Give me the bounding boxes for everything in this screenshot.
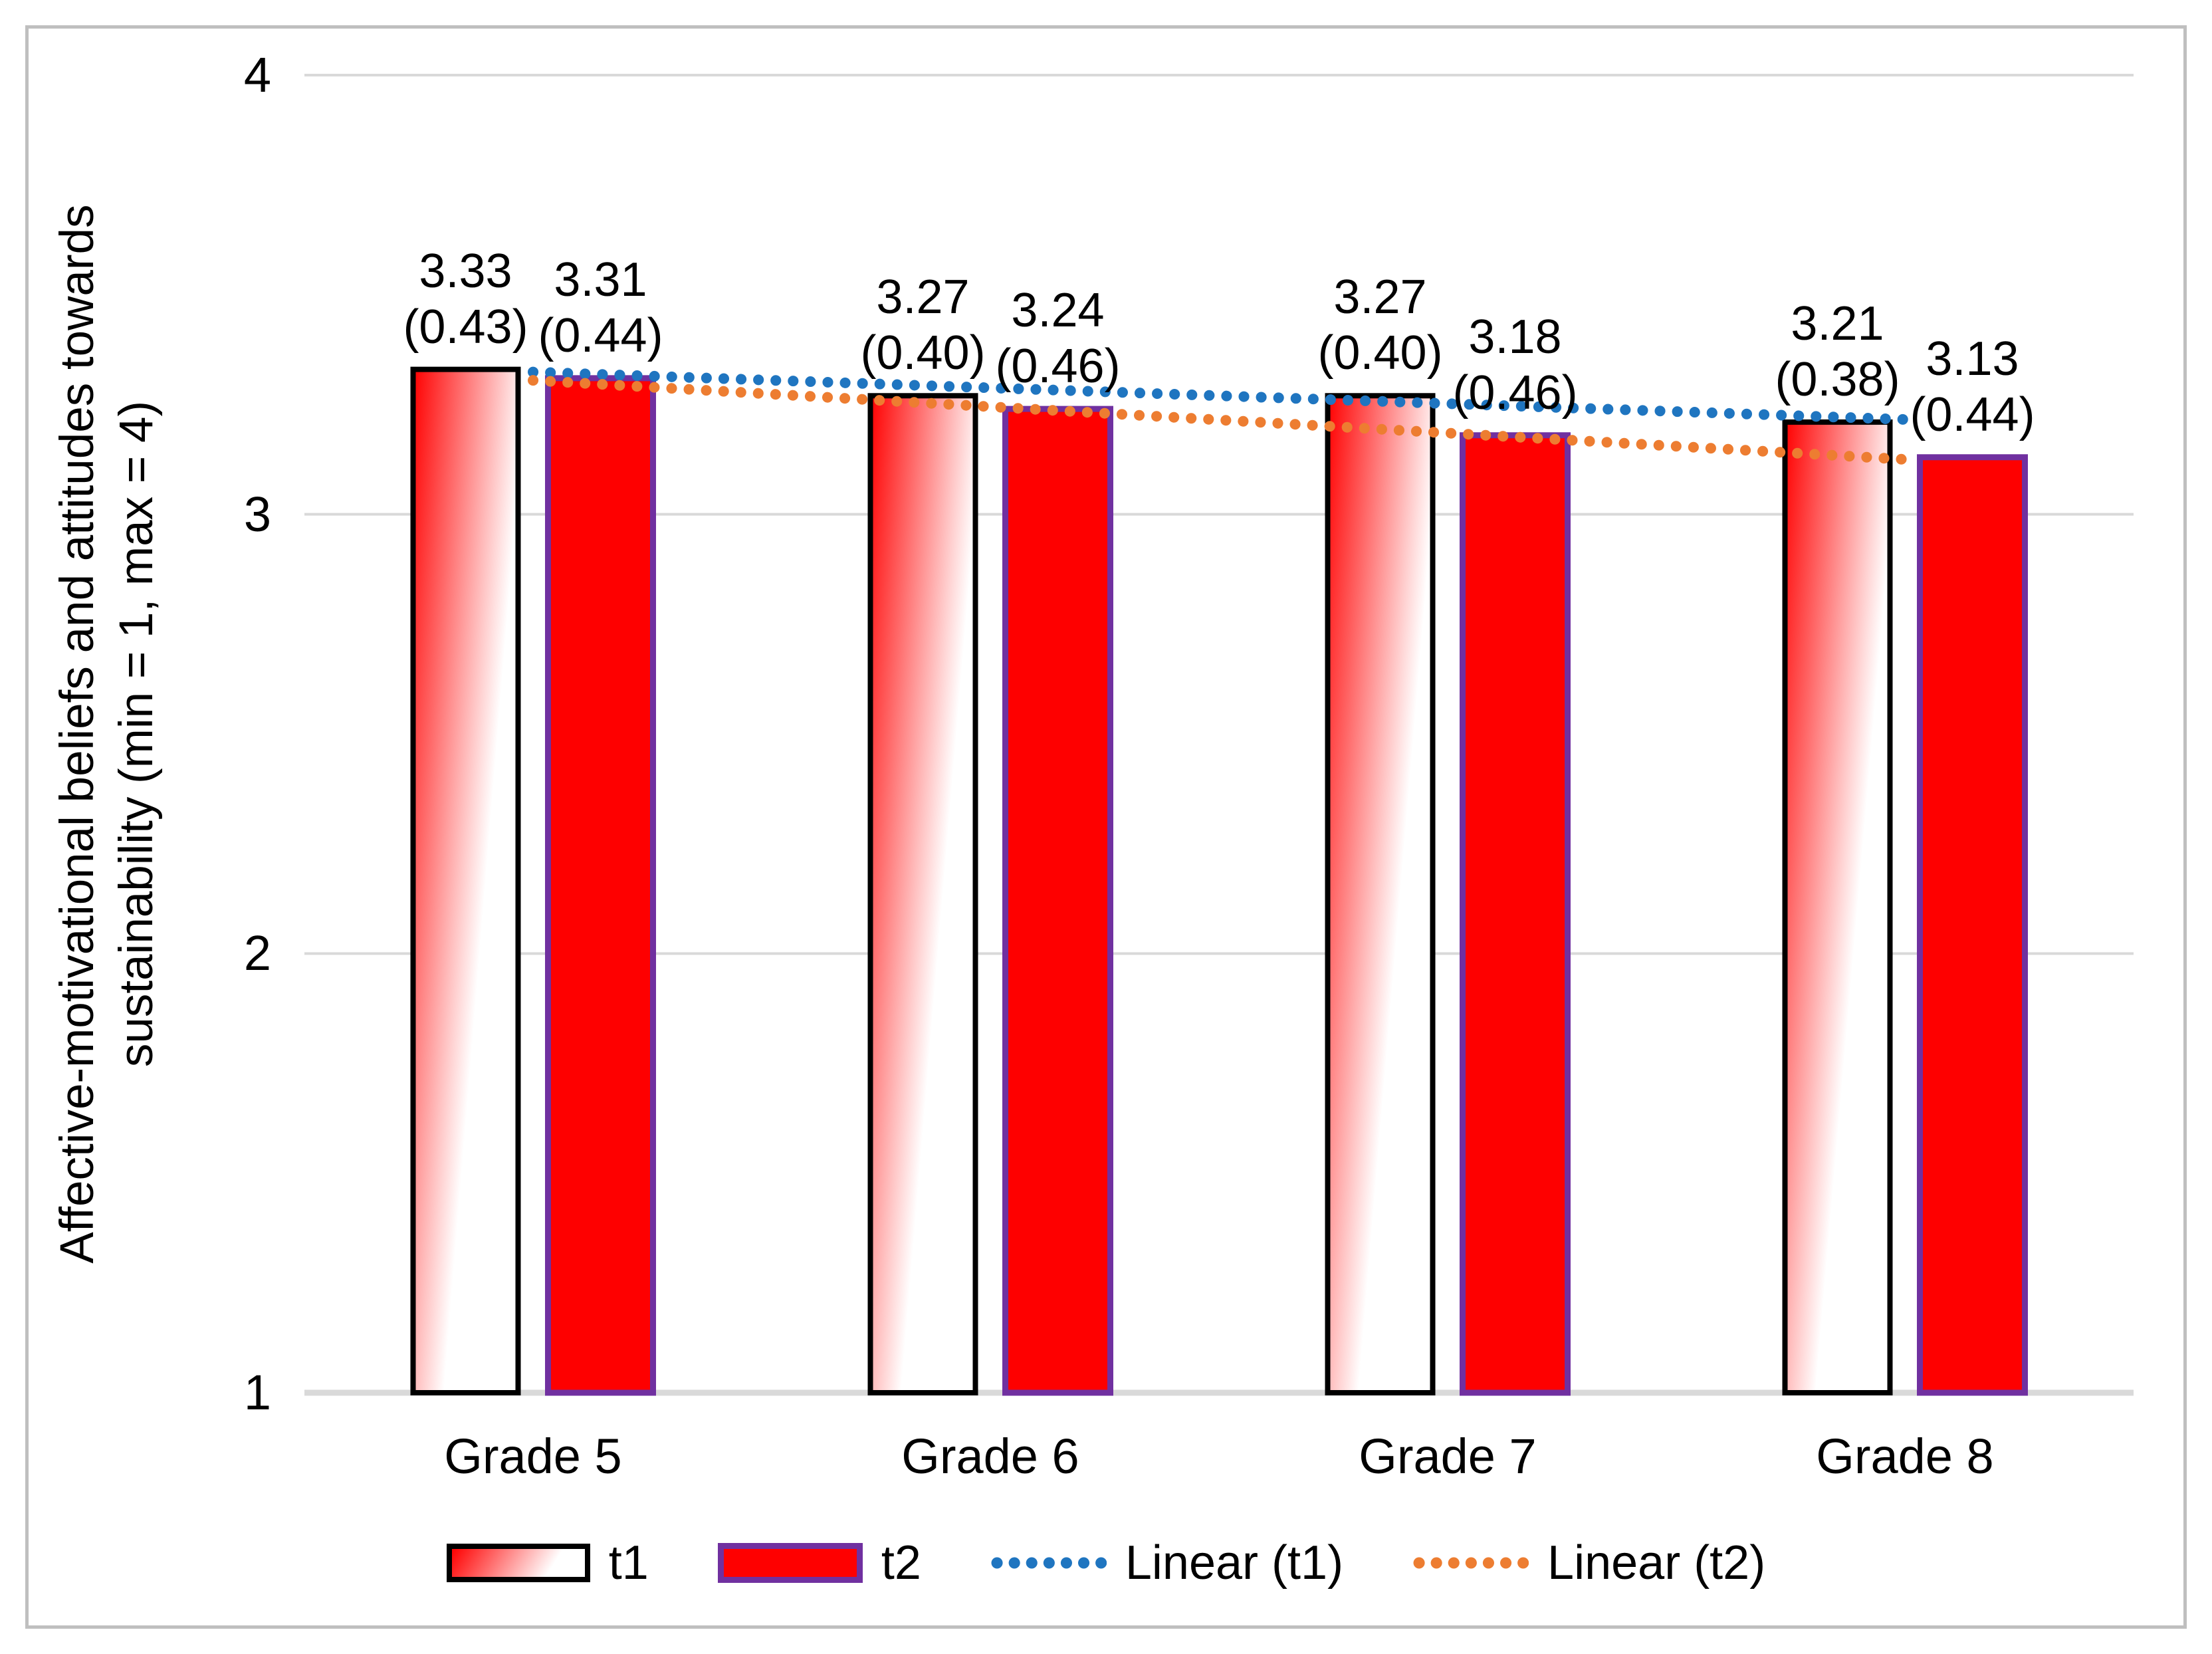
bar-label-mean: 3.31 (554, 253, 647, 306)
bar-label-mean: 3.13 (1926, 332, 2019, 386)
bar-label-mean: 3.21 (1791, 296, 1884, 350)
x-label-grade-6: Grade 6 (901, 1429, 1079, 1484)
trendline-t2 (528, 375, 1910, 465)
bar-label-t2-grade-7: 3.18 (0.46) (1416, 309, 1615, 421)
bar-label-sd: (0.46) (1452, 366, 1578, 419)
legend-swatch-t2 (717, 1543, 863, 1583)
legend-label-t1: t1 (608, 1536, 649, 1590)
bar-label-t1-grade-7: 3.27 (0.40) (1281, 269, 1480, 381)
bar-label-mean: 3.24 (1011, 284, 1105, 338)
legend-item-t2: t2 (717, 1536, 921, 1590)
bar-t1-grade-7 (1325, 393, 1436, 1396)
trendline-t1 (528, 366, 1910, 425)
bar-label-sd: (0.38) (1775, 352, 1900, 406)
bar-label-t2-grade-8: 3.13 (0.44) (1873, 331, 2072, 443)
bar-t1-grade-8 (1782, 419, 1893, 1396)
bar-t1-grade-5 (410, 366, 521, 1396)
bar-label-t1-grade-5: 3.33 (0.43) (366, 243, 566, 355)
x-label-grade-7: Grade 7 (1359, 1429, 1537, 1484)
legend-label-linear-t2: Linear (t2) (1547, 1536, 1766, 1590)
legend-item-linear-t1: Linear (t1) (990, 1536, 1343, 1590)
bar-label-t1-grade-8: 3.21 (0.38) (1738, 296, 1937, 408)
legend-item-linear-t2: Linear (t2) (1412, 1536, 1765, 1590)
legend-item-t1: t1 (446, 1536, 649, 1590)
bar-t1-grade-6 (867, 393, 978, 1396)
bar-label-sd: (0.40) (860, 326, 986, 380)
y-axis-title-line2: sustainability (min = 1, max = 4) (110, 400, 163, 1068)
y-tick-3: 3 (243, 486, 271, 542)
legend-swatch-t1 (446, 1544, 590, 1582)
bar-label-t1-grade-6: 3.27 (0.40) (824, 269, 1023, 381)
legend-label-linear-t1: Linear (t1) (1125, 1536, 1344, 1590)
x-label-grade-5: Grade 5 (444, 1429, 622, 1484)
bar-label-sd: (0.43) (403, 300, 528, 354)
x-label-grade-8: Grade 8 (1816, 1429, 1994, 1484)
bar-t2-grade-7 (1460, 432, 1571, 1396)
bar-label-sd: (0.46) (995, 340, 1121, 394)
y-tick-2: 2 (243, 925, 271, 981)
y-axis-title: Affective-motivational beliefs and attit… (48, 0, 167, 1498)
bar-t2-grade-5 (545, 375, 656, 1396)
bar-label-sd: (0.44) (1910, 388, 2035, 441)
bar-label-mean: 3.27 (1333, 271, 1427, 324)
bar-label-mean: 3.33 (419, 244, 512, 298)
bar-t2-grade-8 (1917, 454, 2028, 1396)
bar-label-t2-grade-5: 3.31 (0.44) (501, 252, 701, 364)
legend-label-t2: t2 (881, 1536, 921, 1590)
legend: t1 t2 Linear (t1) Linear (t2) (0, 1526, 2212, 1599)
y-tick-1: 1 (243, 1365, 271, 1420)
bar-label-mean: 3.18 (1468, 310, 1562, 364)
bar-label-mean: 3.27 (876, 271, 970, 324)
legend-dotted-line-t1 (991, 1557, 1107, 1569)
bar-label-t2-grade-6: 3.24 (0.46) (958, 283, 1158, 394)
bar-label-sd: (0.40) (1317, 326, 1443, 380)
y-axis-title-line1: Affective-motivational beliefs and attit… (51, 204, 104, 1264)
y-tick-4: 4 (243, 47, 271, 102)
legend-dotted-line-t2 (1413, 1557, 1529, 1569)
bar-t2-grade-6 (1002, 406, 1113, 1396)
bar-label-sd: (0.44) (538, 308, 663, 362)
